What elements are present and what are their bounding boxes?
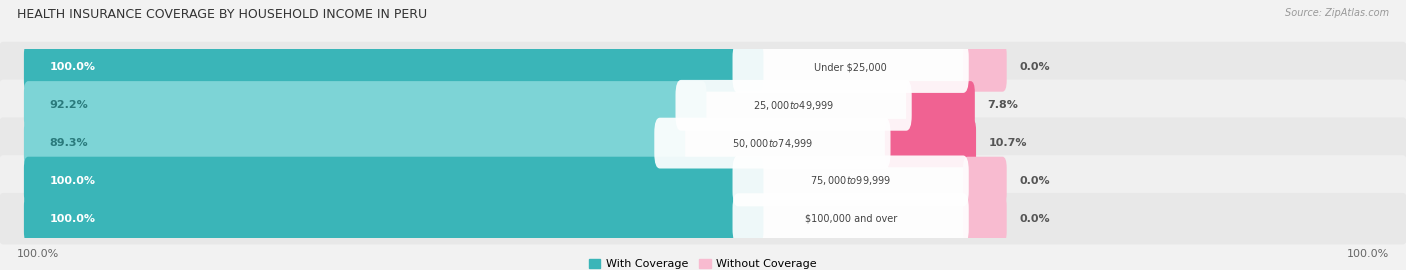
Text: 7.8%: 7.8% — [987, 100, 1018, 110]
FancyBboxPatch shape — [733, 193, 969, 244]
Text: $25,000 to $49,999: $25,000 to $49,999 — [754, 99, 834, 112]
FancyBboxPatch shape — [963, 157, 1007, 205]
Text: 0.0%: 0.0% — [1019, 62, 1050, 73]
Text: $75,000 to $99,999: $75,000 to $99,999 — [810, 174, 891, 187]
FancyBboxPatch shape — [675, 80, 911, 131]
Text: 100.0%: 100.0% — [49, 62, 96, 73]
Text: 100.0%: 100.0% — [49, 176, 96, 186]
FancyBboxPatch shape — [0, 193, 1406, 244]
FancyBboxPatch shape — [24, 119, 685, 167]
Text: 100.0%: 100.0% — [1347, 249, 1389, 259]
Text: Under $25,000: Under $25,000 — [814, 62, 887, 73]
Text: $100,000 and over: $100,000 and over — [804, 214, 897, 224]
FancyBboxPatch shape — [963, 194, 1007, 243]
FancyBboxPatch shape — [905, 81, 974, 130]
Text: 0.0%: 0.0% — [1019, 176, 1050, 186]
Text: 100.0%: 100.0% — [49, 214, 96, 224]
FancyBboxPatch shape — [24, 194, 763, 243]
Text: Source: ZipAtlas.com: Source: ZipAtlas.com — [1285, 8, 1389, 18]
FancyBboxPatch shape — [963, 43, 1007, 92]
FancyBboxPatch shape — [733, 42, 969, 93]
Legend: With Coverage, Without Coverage: With Coverage, Without Coverage — [585, 254, 821, 270]
Text: HEALTH INSURANCE COVERAGE BY HOUSEHOLD INCOME IN PERU: HEALTH INSURANCE COVERAGE BY HOUSEHOLD I… — [17, 8, 427, 21]
Text: 100.0%: 100.0% — [17, 249, 59, 259]
FancyBboxPatch shape — [733, 156, 969, 206]
Text: 0.0%: 0.0% — [1019, 214, 1050, 224]
FancyBboxPatch shape — [24, 43, 763, 92]
Text: 92.2%: 92.2% — [49, 100, 89, 110]
Text: 10.7%: 10.7% — [988, 138, 1028, 148]
FancyBboxPatch shape — [0, 155, 1406, 207]
FancyBboxPatch shape — [0, 80, 1406, 131]
FancyBboxPatch shape — [0, 42, 1406, 93]
FancyBboxPatch shape — [24, 157, 763, 205]
FancyBboxPatch shape — [0, 117, 1406, 169]
FancyBboxPatch shape — [884, 119, 976, 167]
FancyBboxPatch shape — [24, 81, 706, 130]
FancyBboxPatch shape — [654, 118, 890, 168]
Text: $50,000 to $74,999: $50,000 to $74,999 — [731, 137, 813, 150]
Text: 89.3%: 89.3% — [49, 138, 87, 148]
